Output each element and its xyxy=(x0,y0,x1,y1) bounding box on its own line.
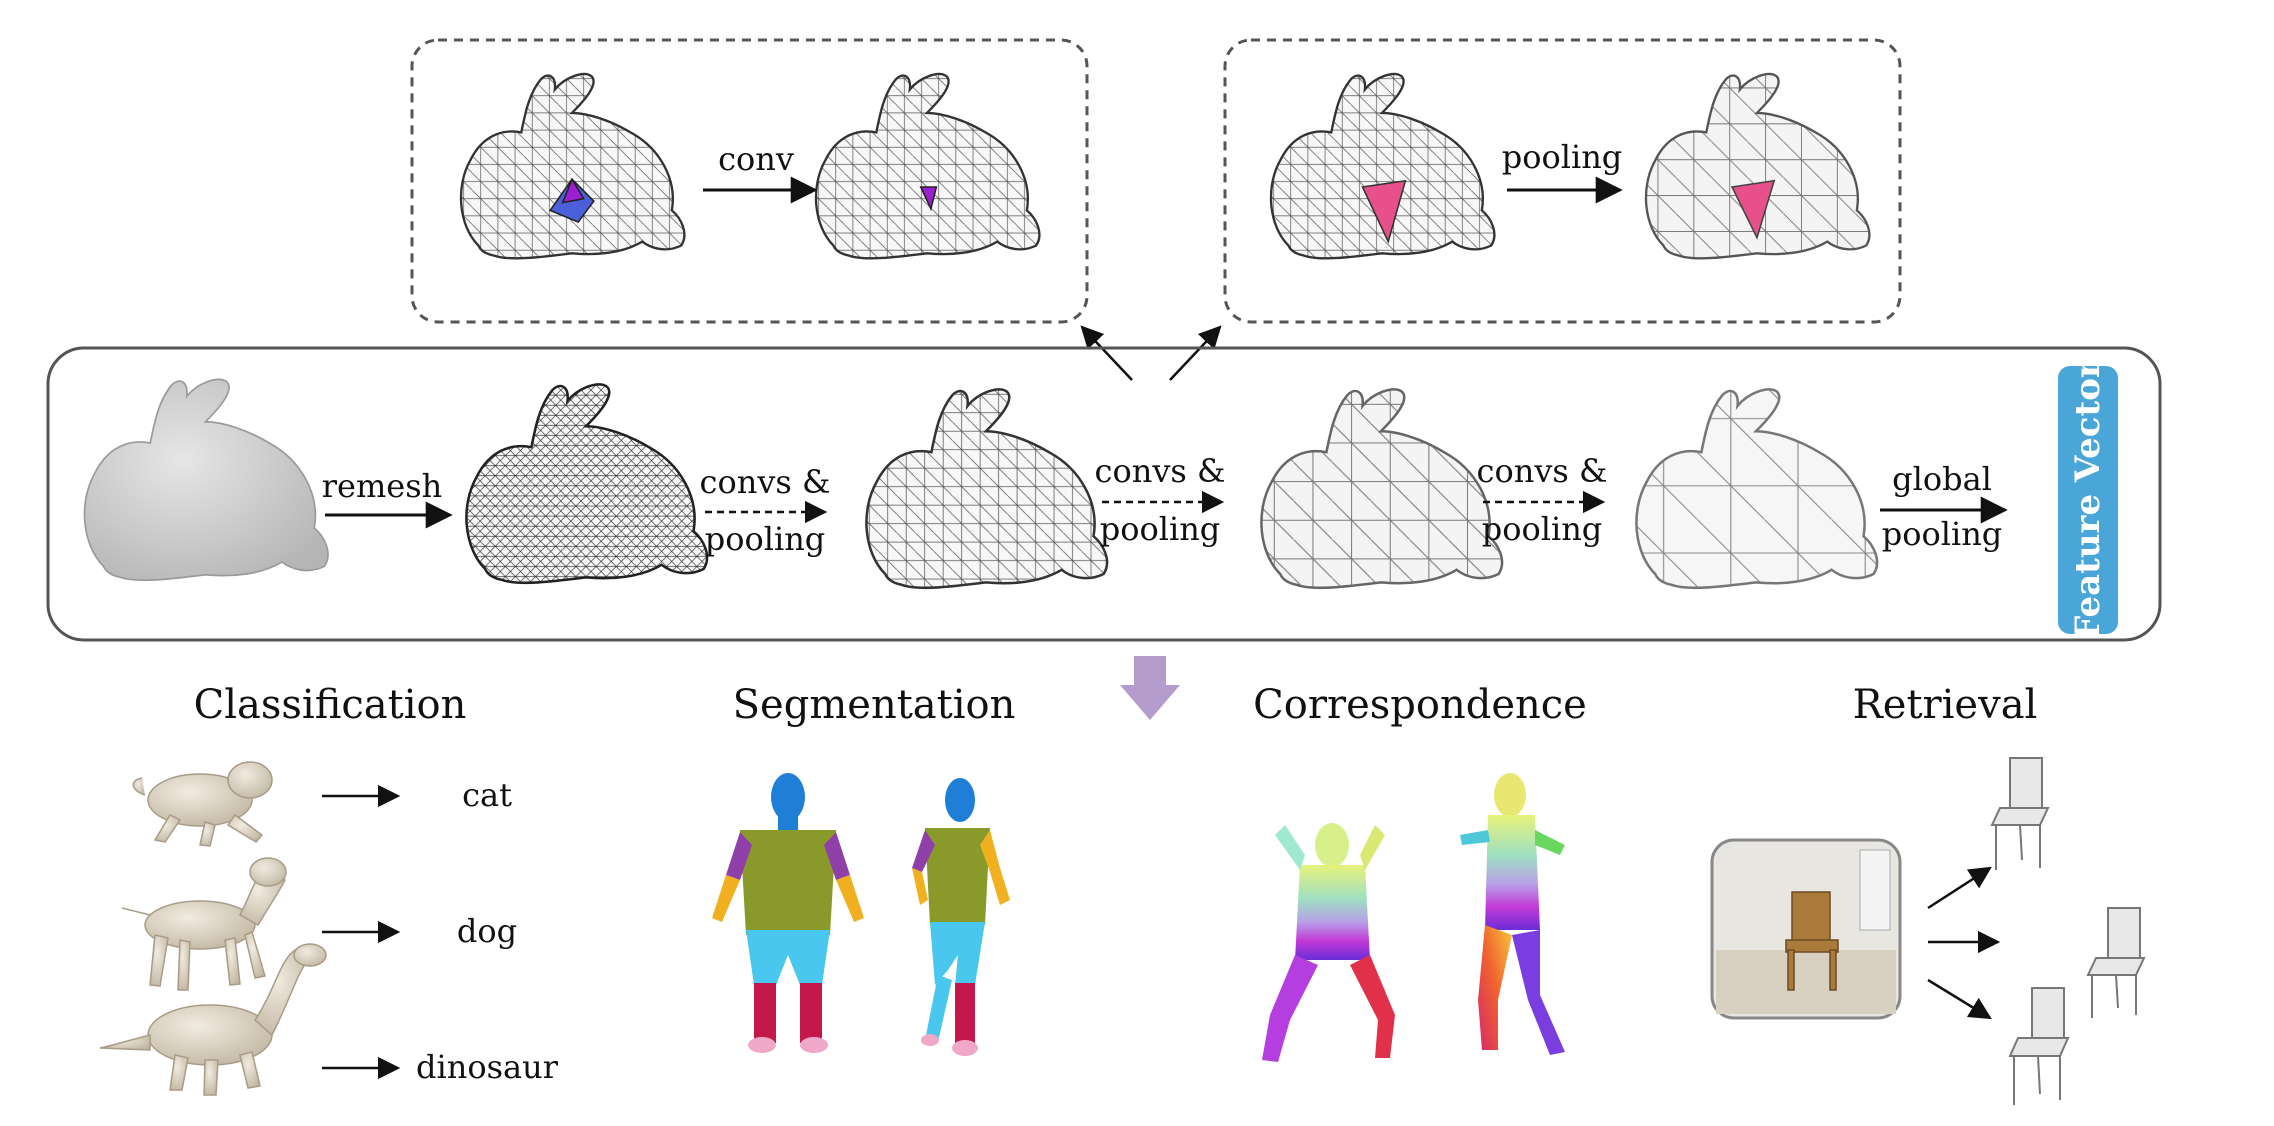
segmented-human-2 xyxy=(912,778,1010,1056)
conv-highlight-face xyxy=(561,177,585,204)
conv-label: conv xyxy=(718,140,794,178)
retrieved-chair-3 xyxy=(2008,987,2070,1105)
remeshed-mesh xyxy=(465,383,709,585)
step1-label-line1: convs & xyxy=(700,463,831,501)
step2-label-line2: pooling xyxy=(1100,510,1221,548)
pipeline-box xyxy=(46,346,2162,642)
query-photo-window xyxy=(1859,849,1891,931)
pooling-output-mesh xyxy=(1644,72,1871,260)
correspondence-human-2 xyxy=(1460,773,1565,1055)
pooled-mesh-level-2 xyxy=(1260,388,1504,590)
step1-label-line2: pooling xyxy=(705,520,826,558)
conv-output-mesh xyxy=(814,72,1041,260)
retrieval-arrow-3 xyxy=(1927,978,1992,1020)
segmentation-title: Segmentation xyxy=(733,682,1016,728)
global-pooling-label-line1: global xyxy=(1892,460,1992,498)
step3-label-line1: convs & xyxy=(1477,452,1608,490)
cat-mesh xyxy=(132,761,273,847)
global-pooling-label-line2: pooling xyxy=(1882,515,2003,553)
correspondence-title: Correspondence xyxy=(1253,682,1587,728)
class-output-dinosaur: dinosaur xyxy=(416,1048,559,1086)
detail-connector-pooling xyxy=(1169,325,1222,381)
detail-connector-conv xyxy=(1080,325,1133,381)
retrieved-chair-1 xyxy=(1990,757,2050,870)
down-arrow xyxy=(1120,656,1180,720)
conv-input-mesh xyxy=(459,72,686,260)
remesh-label: remesh xyxy=(322,467,443,505)
step2-label-line1: convs & xyxy=(1095,452,1226,490)
feature-vector-box xyxy=(2058,366,2118,634)
step3-label-line2: pooling xyxy=(1482,510,1603,548)
class-output-dog: dog xyxy=(457,912,517,950)
input-mesh-smooth xyxy=(83,378,329,582)
pooled-mesh-level-3 xyxy=(1635,388,1879,590)
query-chair xyxy=(1785,891,1839,991)
dinosaur-mesh xyxy=(99,943,327,1096)
correspondence-human-1 xyxy=(1262,823,1395,1062)
retrieval-title: Retrieval xyxy=(1853,682,2038,728)
retrieved-chair-2 xyxy=(2086,907,2146,1018)
pooling-detail-box xyxy=(1223,38,1902,324)
conv-detail-box xyxy=(410,38,1089,324)
pooling-label: pooling xyxy=(1502,138,1623,176)
query-photo-floor xyxy=(1716,950,1896,1014)
classification-title: Classification xyxy=(194,682,467,728)
class-output-cat: cat xyxy=(462,776,512,814)
segmented-human-1 xyxy=(712,773,864,1053)
pooling-highlight-region xyxy=(1361,179,1407,244)
pooled-mesh-level-1 xyxy=(865,388,1109,590)
pooling-output-face xyxy=(1730,179,1776,240)
dog-mesh xyxy=(121,857,287,991)
pooling-input-mesh xyxy=(1269,72,1496,260)
retrieval-arrow-1 xyxy=(1927,866,1992,910)
feature-vector-label: Feature Vector xyxy=(2068,359,2108,640)
conv-output-face xyxy=(919,186,938,212)
